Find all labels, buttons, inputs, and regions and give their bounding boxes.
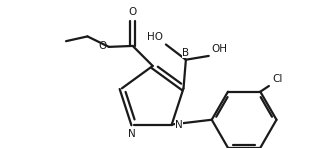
Text: B: B bbox=[182, 48, 189, 58]
Text: O: O bbox=[129, 7, 137, 17]
Text: OH: OH bbox=[212, 44, 227, 54]
Text: HO: HO bbox=[147, 32, 163, 42]
Text: Cl: Cl bbox=[273, 74, 283, 84]
Text: N: N bbox=[128, 129, 136, 139]
Text: O: O bbox=[98, 41, 107, 51]
Text: N: N bbox=[175, 120, 183, 131]
